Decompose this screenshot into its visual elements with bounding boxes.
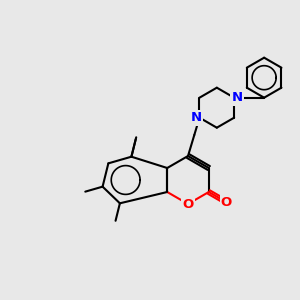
Text: O: O bbox=[221, 196, 232, 209]
Text: N: N bbox=[232, 91, 243, 104]
Text: N: N bbox=[191, 111, 202, 124]
Text: O: O bbox=[182, 197, 194, 211]
